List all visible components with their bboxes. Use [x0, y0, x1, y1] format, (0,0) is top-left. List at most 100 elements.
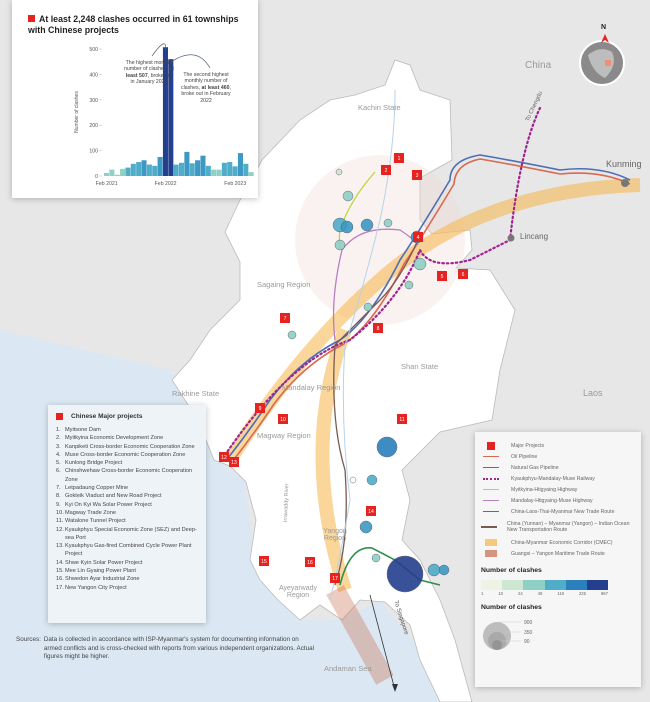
bar-apr-2021	[114, 174, 120, 176]
arrow-head-icon	[392, 684, 398, 692]
label-andaman-sea: Andaman Sea	[324, 664, 372, 673]
legend-symbol	[481, 510, 501, 513]
size-tick: 90	[524, 639, 530, 645]
clash-circle	[287, 330, 297, 340]
project-marker-8[interactable]: 8	[373, 323, 383, 333]
y-tick-label: 100	[89, 149, 98, 155]
color-tick: 10	[498, 591, 503, 596]
color-tick: 1	[481, 591, 484, 596]
color-scale-step	[544, 580, 566, 590]
svg-text:2: 2	[385, 168, 388, 174]
bar-aug-2021	[136, 162, 142, 176]
project-marker-4[interactable]: 4	[413, 232, 423, 242]
project-item: 14. Shwe Kyin Solar Power Project	[56, 559, 143, 566]
clash-circle	[334, 239, 346, 251]
y-axis-label: Number of clashes	[74, 91, 80, 133]
sources-note: Sources: Data is collected in accordance …	[16, 636, 316, 662]
bar-may-2022	[184, 151, 190, 176]
project-marker-12[interactable]: 12	[219, 452, 229, 462]
x-tick-label: Feb 2021	[96, 181, 118, 187]
bar-sep-2022	[205, 165, 211, 176]
bar-aug-2022	[200, 155, 206, 176]
bar-apr-2023	[243, 163, 249, 176]
project-marker-9[interactable]: 9	[255, 403, 265, 413]
project-marker-2[interactable]: 2	[381, 165, 391, 175]
project-marker-15[interactable]: 15	[259, 556, 269, 566]
projects-heading: Chinese Major projects	[71, 413, 143, 420]
project-marker-17[interactable]: 17	[330, 573, 340, 583]
label-shan: Shan State	[401, 362, 439, 371]
svg-text:16: 16	[307, 560, 313, 566]
project-item: 2. Myitkyina Economic Development Zone	[56, 435, 164, 442]
project-marker-5[interactable]: 5	[437, 271, 447, 281]
project-item: 17. New Yangon City Project	[56, 584, 127, 591]
clash-circle	[376, 436, 398, 458]
project-item: 5. Kunlong Bridge Project	[56, 460, 123, 467]
bar-jul-2021	[130, 163, 136, 176]
chart-title: At least 2,248 clashes occurred in 61 to…	[28, 14, 253, 36]
bar-jun-2022	[189, 163, 195, 176]
project-marker-6[interactable]: 6	[458, 269, 468, 279]
project-marker-14[interactable]: 14	[366, 506, 376, 516]
project-item: 10. Magway Trade Zone	[56, 509, 116, 516]
color-tick: 24	[517, 591, 523, 596]
project-marker-10[interactable]: 10	[278, 414, 288, 424]
bar-dec-2022	[221, 162, 227, 176]
color-tick: 225	[578, 591, 586, 596]
clash-circle	[359, 520, 373, 534]
singapore-arrow	[369, 594, 396, 691]
svg-text:10: 10	[280, 417, 286, 423]
bar-apr-2022	[179, 162, 185, 176]
legend-symbol	[481, 488, 501, 491]
project-marker-11[interactable]: 11	[397, 414, 407, 424]
sources-label: Sources:	[16, 636, 41, 643]
project-marker-16[interactable]: 16	[305, 557, 315, 567]
clash-circle	[438, 564, 450, 576]
project-item: 6. Chinshwehaw Cross-border Economic Coop…	[56, 468, 193, 483]
svg-text:12: 12	[221, 455, 227, 461]
chart-title-text: At least 2,248 clashes occurred in 61 to…	[28, 14, 239, 35]
bar-dec-2021	[157, 156, 163, 176]
label-laos: Laos	[583, 388, 603, 398]
project-item: 4. Muse Cross-border Economic Cooperation…	[56, 451, 186, 458]
svg-text:1: 1	[398, 156, 401, 162]
legend-item: China-Laos-Thai-Myanmar New Trade Route	[481, 506, 635, 517]
railway	[223, 106, 542, 457]
svg-text:4: 4	[417, 235, 420, 241]
x-tick-label: Feb 2023	[224, 181, 246, 187]
project-marker-3[interactable]: 3	[412, 170, 422, 180]
bar-feb-2021	[104, 172, 110, 176]
clash-circle	[335, 168, 343, 176]
y-tick-label: 200	[89, 123, 98, 129]
project-item: 13. Kyaukphyu Gas-fired Combined Cycle Po…	[56, 543, 192, 558]
project-marker-7[interactable]: 7	[280, 313, 290, 323]
bar-nov-2021	[152, 165, 158, 176]
project-item: 9. Kyi On Kyi Wa Solar Power Project	[56, 501, 152, 508]
legend-item: Kyaukphyu-Mandalay-Muse Railway	[481, 473, 635, 484]
bar-sep-2021	[141, 160, 147, 176]
project-item: 16. Shwedon Ayar Industrial Zone	[56, 576, 140, 583]
project-item: 3. Kanpiketi Cross-border Economic Cooper…	[56, 443, 195, 450]
project-item: 7. Letpadaung Copper Mine	[56, 485, 129, 492]
bar-oct-2021	[146, 164, 152, 176]
legend-item: China-Myanmar Economic Corridor (CMEC)	[481, 537, 635, 548]
project-marker-1[interactable]: 1	[394, 153, 404, 163]
svg-text:17: 17	[332, 576, 338, 582]
north-arrow-icon	[601, 34, 609, 43]
y-tick-label: 500	[89, 47, 98, 53]
projects-list: 1. Myitsone Dam 2. Myitkyina Economic Devel…	[56, 426, 198, 592]
svg-text:14: 14	[368, 509, 374, 515]
project-marker-13[interactable]: 13	[229, 457, 239, 467]
legend-symbol	[481, 539, 501, 546]
label-kachin: Kachin State	[358, 103, 401, 112]
legend-symbol	[481, 477, 501, 480]
color-scale-step	[523, 580, 545, 590]
clash-circle	[360, 218, 374, 232]
svg-text:8: 8	[377, 326, 380, 332]
clash-color-ticks: 1 10 24 49 119 225 867	[481, 591, 608, 596]
irrawaddy-river	[329, 89, 396, 601]
label-mandalay: Mandalay Region	[282, 383, 341, 392]
bar-mar-2023	[237, 153, 243, 176]
kunming-dot	[621, 179, 629, 187]
